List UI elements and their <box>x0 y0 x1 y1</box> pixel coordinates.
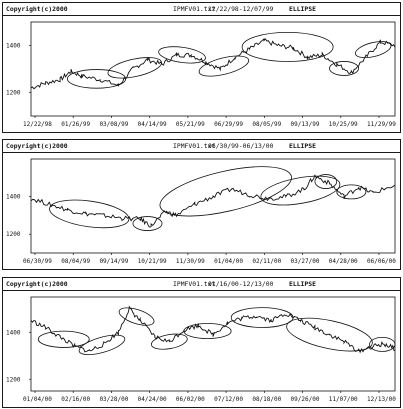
ellipse-overlay <box>158 46 206 64</box>
ellipse-overlay <box>355 41 392 59</box>
study-name: ELLIPSE <box>289 5 316 13</box>
file-name: IPMFV01.txt <box>173 280 216 288</box>
ellipse-overlay <box>150 333 188 350</box>
x-tick-label: 03/08/99 <box>99 121 128 128</box>
x-tick-label: 10/25/99 <box>329 121 358 128</box>
x-tick-label: 01/26/99 <box>61 121 90 128</box>
file-name: IPMFV01.txt <box>173 5 216 13</box>
ellipse-overlay <box>369 336 396 352</box>
x-tick-label: 01/04/00 <box>23 396 52 403</box>
x-tick-label: 06/02/00 <box>176 396 205 403</box>
x-tick-label: 09/26/00 <box>291 396 320 403</box>
study-name: ELLIPSE <box>289 142 316 150</box>
x-tick-label: 09/13/99 <box>291 121 320 128</box>
price-line <box>30 305 396 354</box>
ellipse-overlay <box>241 32 334 62</box>
ellipse-overlay <box>198 55 250 77</box>
x-tick-label: 05/21/99 <box>176 121 205 128</box>
y-tick-label: 1200 <box>6 231 21 238</box>
x-tick-label: 02/11/00 <box>252 258 281 265</box>
y-tick-label: 1400 <box>6 194 21 201</box>
plot-frame <box>30 158 396 254</box>
ellipse-overlay <box>107 57 162 79</box>
chart-panel-1: Copyright(c)2000 IPMFV01.txt 12/22/98-12… <box>2 2 401 133</box>
x-tick-label: 12/22/98 <box>23 121 52 128</box>
chart-header-3: Copyright(c)2000 IPMFV01.txt 01/16/00-12… <box>3 278 400 291</box>
copyright-label: Copyright(c)2000 <box>6 142 68 150</box>
chart-plot-2: 1400 1200 06/30/99 08/04/99 09/14/99 10/21/99… <box>6 158 396 265</box>
ellipse-overlay <box>336 184 367 200</box>
date-range: 06/30/99-06/13/00 <box>208 142 274 150</box>
x-tick-label: 03/28/00 <box>99 396 128 403</box>
x-tick-label: 04/14/99 <box>138 121 167 128</box>
chart-plot-1: 1400 1200 12/22/98 01/26/99 03/08/99 04/14/99… <box>6 21 396 128</box>
date-range: 01/16/00-12/13/00 <box>208 280 274 288</box>
y-tick-label: 1200 <box>6 376 21 383</box>
y-tick-label: 1400 <box>6 43 21 50</box>
ellipse-overlay <box>66 69 127 89</box>
ellipse-overlay <box>132 216 163 231</box>
date-range: 12/22/98-12/07/99 <box>208 5 274 13</box>
copyright-label: Copyright(c)2000 <box>6 5 68 13</box>
x-tick-label: 12/13/00 <box>367 396 396 403</box>
copyright-label: Copyright(c)2000 <box>6 280 68 288</box>
ellipse-overlay <box>118 307 155 326</box>
x-tick-label: 11/07/00 <box>329 396 358 403</box>
ellipse-overlay <box>49 199 130 229</box>
chart-header-1: Copyright(c)2000 IPMFV01.txt 12/22/98-12… <box>3 3 400 16</box>
chart-panel-3: Copyright(c)2000 IPMFV01.txt 01/16/00-12… <box>2 277 401 408</box>
ellipse-overlay <box>314 174 338 189</box>
x-tick-label: 02/16/00 <box>61 396 90 403</box>
ellipse-overlay <box>286 317 373 352</box>
y-tick-label: 1200 <box>6 90 21 97</box>
ellipse-overlay <box>329 61 360 76</box>
x-tick-label: 08/04/99 <box>61 258 90 265</box>
price-line <box>30 37 396 90</box>
chart-plot-3: 1400 1200 01/04/00 02/16/00 03/28/00 04/24/00… <box>6 296 396 403</box>
file-name: IPMFV01.txt <box>173 142 216 150</box>
y-tick-label: 1400 <box>6 329 21 336</box>
x-tick-label: 06/30/99 <box>23 258 52 265</box>
ellipse-overlay <box>260 175 341 206</box>
x-tick-label: 04/24/00 <box>138 396 167 403</box>
x-tick-label: 06/06/00 <box>367 258 396 265</box>
x-tick-label: 08/05/99 <box>252 121 281 128</box>
ellipse-overlay <box>37 330 90 348</box>
x-tick-label: 10/21/99 <box>138 258 167 265</box>
x-tick-label: 04/28/00 <box>329 258 358 265</box>
ellipse-overlay <box>159 166 292 217</box>
chart-header-2: Copyright(c)2000 IPMFV01.txt 06/30/99-06… <box>3 140 400 153</box>
plot-frame <box>30 21 396 117</box>
study-name: ELLIPSE <box>289 280 316 288</box>
x-tick-label: 01/04/00 <box>214 258 243 265</box>
x-tick-label: 11/30/99 <box>176 258 205 265</box>
x-tick-label: 07/12/00 <box>214 396 243 403</box>
x-tick-label: 09/14/99 <box>99 258 128 265</box>
chart-panel-2: Copyright(c)2000 IPMFV01.txt 06/30/99-06… <box>2 139 401 270</box>
x-tick-label: 08/18/00 <box>252 396 281 403</box>
x-tick-label: 03/27/00 <box>291 258 320 265</box>
ellipse-overlay <box>78 334 126 356</box>
ellipse-overlay <box>230 307 294 328</box>
ellipse-overlay <box>183 323 232 340</box>
x-tick-label: 06/29/99 <box>214 121 243 128</box>
x-tick-label: 11/29/99 <box>367 121 396 128</box>
